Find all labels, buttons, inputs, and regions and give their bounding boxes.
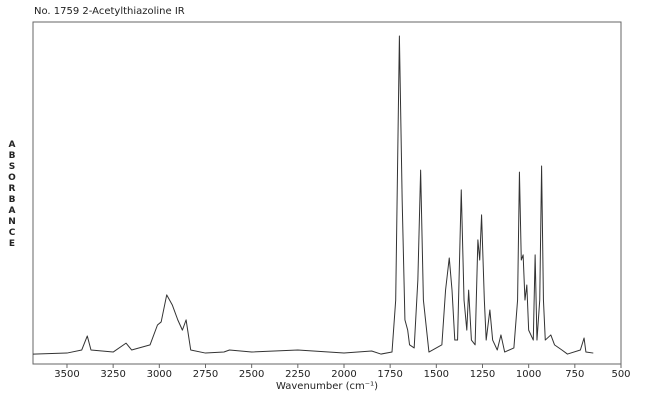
plot-frame xyxy=(32,21,622,365)
x-tick-label: 1750 xyxy=(377,369,402,380)
x-tick-label: 3500 xyxy=(54,369,79,380)
x-tick-label: 1500 xyxy=(424,369,449,380)
x-tick-label: 3000 xyxy=(147,369,172,380)
x-tick-label: 2500 xyxy=(239,369,264,380)
x-tick-label: 2250 xyxy=(285,369,310,380)
y-axis-label: ABSORBANCE xyxy=(7,140,17,250)
x-tick-label: 1250 xyxy=(470,369,495,380)
x-tick-label: 1000 xyxy=(516,369,541,380)
x-axis-label: Wavenumber (cm⁻¹) xyxy=(276,381,378,392)
x-tick-label: 2750 xyxy=(193,369,218,380)
x-tick-label: 500 xyxy=(611,369,630,380)
x-tick-label: 750 xyxy=(565,369,584,380)
spectrum-line xyxy=(32,35,594,355)
x-tick-label: 3250 xyxy=(100,369,125,380)
chart-title: No. 1759 2-Acetylthiazoline IR xyxy=(34,6,185,17)
x-tick-label: 2000 xyxy=(331,369,356,380)
